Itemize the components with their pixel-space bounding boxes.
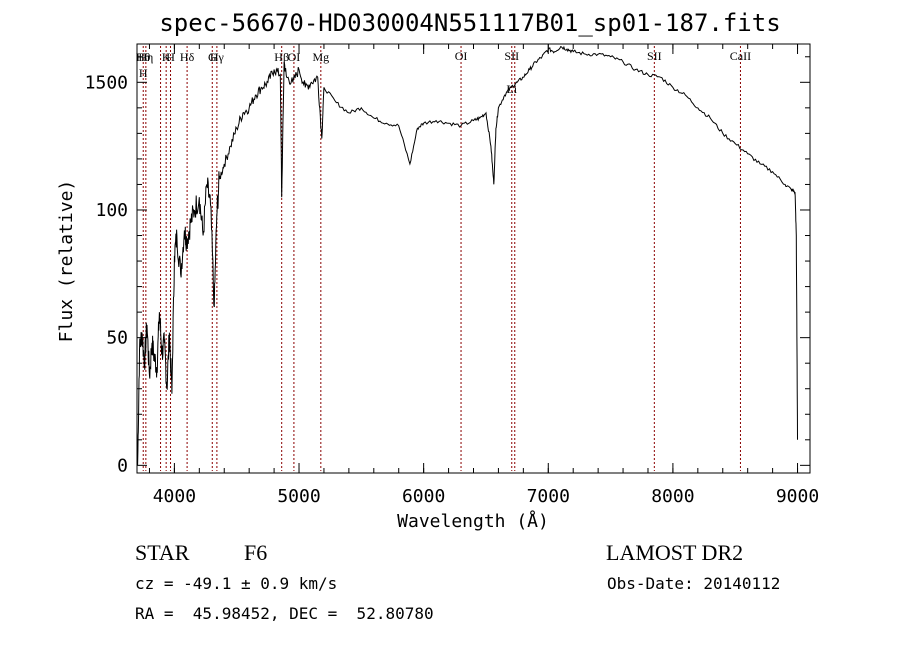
x-tick-label-3: 7000 [527, 486, 570, 507]
x-tick-label-0: 4000 [153, 486, 196, 507]
x-tick-label-2: 6000 [402, 486, 445, 507]
line-label-15-0: CaII [730, 49, 751, 63]
line-label-12-0: SII [504, 49, 519, 63]
y-tick-label-0: 0 [117, 455, 128, 476]
line-label-7-0: Hγ [210, 50, 225, 64]
line-label-5-0: Hδ [180, 50, 195, 64]
plot-frame [136, 43, 811, 474]
line-label-4-0: H [166, 50, 175, 64]
y-tick-label-2: 100 [95, 200, 128, 221]
line-label-3-0: K [162, 50, 171, 64]
line-label-12-1: Li [506, 82, 517, 96]
line-label-0-1: H [139, 66, 148, 80]
y-axis-ticks: 0 50 100 1500 [85, 56, 810, 476]
line-label-0-0: Hθ [136, 50, 151, 64]
y-tick-label-3: 1500 [85, 72, 128, 93]
spectral-line-markers [142, 46, 741, 471]
y-tick-label-1: 50 [106, 328, 128, 349]
line-label-8-0: Hβ [274, 50, 289, 64]
line-label-9-0: OI [288, 50, 301, 64]
chart-title: spec-56670-HD030004N551117B01_sp01-187.f… [159, 9, 780, 37]
spectrum-line [137, 45, 798, 466]
line-label-6-0: G [208, 50, 217, 64]
y-axis-label: Flux (relative) [56, 180, 77, 343]
obs-date: Obs-Date: 20140112 [607, 574, 781, 593]
line-label-11-0: OI [455, 49, 468, 63]
x-axis-label: Wavelength (Å) [397, 510, 549, 532]
x-tick-label-4: 8000 [651, 486, 694, 507]
survey-name: LAMOST DR2 [606, 540, 744, 565]
redshift-text: cz = -49.1 ± 0.9 km/s [135, 574, 338, 593]
line-label-14-0: SII [647, 49, 662, 63]
x-tick-label-1: 5000 [277, 486, 320, 507]
object-subclass: F6 [244, 540, 268, 565]
x-tick-label-5: 9000 [776, 486, 819, 507]
object-class: STAR [135, 540, 190, 565]
line-label-10-0: Mg [312, 50, 329, 64]
coordinates: RA = 45.98452, DEC = 52.80780 [135, 604, 434, 623]
line-label-1-0: Hη [138, 50, 153, 64]
x-axis-ticks: 4000 5000 6000 7000 8000 9000 [148, 44, 819, 507]
